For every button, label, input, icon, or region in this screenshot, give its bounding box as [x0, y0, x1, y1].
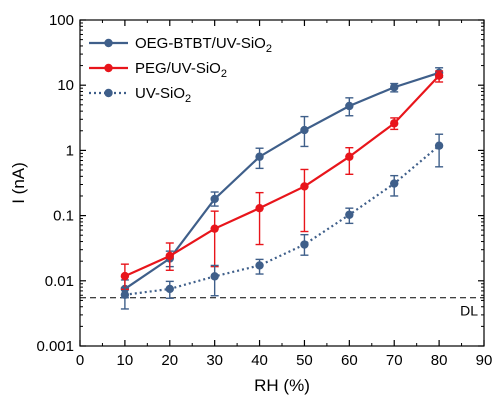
series-line — [124, 144, 440, 296]
series-line — [124, 71, 440, 290]
data-point — [210, 272, 219, 281]
legend-entry-subscript: 2 — [266, 43, 272, 55]
data-point — [300, 125, 309, 135]
x-axis-label: RH (%) — [254, 376, 310, 395]
y-tick-label: 100 — [49, 12, 74, 29]
legend-marker — [104, 38, 113, 48]
data-point — [255, 203, 264, 213]
data-point — [210, 224, 219, 233]
x-tick-label: 70 — [386, 352, 403, 369]
legend-entry-subscript: 2 — [185, 93, 191, 105]
data-point — [120, 290, 130, 299]
y-tick-label: 0.01 — [45, 273, 74, 290]
x-tick-label: 80 — [431, 352, 448, 369]
legend-entry-main: UV-SiO — [135, 85, 185, 102]
data-point — [434, 141, 444, 150]
series-3 — [120, 133, 444, 310]
data-point — [390, 119, 399, 128]
data-point — [390, 83, 399, 92]
data-point — [345, 210, 354, 219]
x-tick-label: 50 — [296, 352, 313, 369]
data-point — [255, 261, 264, 270]
legend-entry-main: PEG/UV-SiO — [135, 60, 221, 77]
y-tick-label: 1 — [66, 142, 74, 159]
series-layer — [120, 67, 444, 310]
y-tick-label: 0.001 — [36, 338, 74, 355]
data-point — [345, 152, 354, 161]
data-point — [300, 182, 309, 191]
data-point — [434, 71, 444, 80]
y-tick-label: 10 — [57, 77, 74, 94]
series-1 — [120, 67, 444, 299]
x-tick-label: 40 — [251, 352, 268, 369]
legend-entry: UV-SiO2 — [135, 85, 191, 105]
x-tick-label: 10 — [117, 352, 134, 369]
data-point — [390, 179, 399, 188]
legend-marker — [104, 88, 113, 98]
x-tick-label: 0 — [76, 352, 84, 369]
legend-marker — [104, 63, 113, 73]
detection-limit-label: DL — [460, 303, 478, 319]
y-tick-label: 0.1 — [53, 208, 74, 225]
series-line — [124, 74, 440, 278]
x-tick-label: 90 — [476, 352, 493, 369]
x-tick-label: 30 — [206, 352, 223, 369]
axis-ticks: 0 10 20 30 40 50 60 70 80 90 0.001 0.01 0.1 1 10 100 — [36, 12, 492, 369]
legend-entry: PEG/UV-SiO2 — [135, 60, 227, 80]
data-point — [345, 101, 354, 111]
data-point — [165, 251, 174, 261]
y-axis-label: I (nA) — [9, 162, 28, 204]
legend-entry: OEG-BTBT/UV-SiO2 — [135, 35, 272, 55]
legend-entry-main: OEG-BTBT/UV-SiO — [135, 35, 266, 52]
data-point — [120, 271, 130, 281]
legend-entry-subscript: 2 — [221, 68, 227, 80]
x-tick-label: 60 — [341, 352, 358, 369]
plot-frame — [79, 19, 485, 347]
data-point — [165, 284, 174, 294]
data-point — [210, 194, 219, 204]
data-point — [255, 152, 264, 161]
x-tick-label: 20 — [161, 352, 178, 369]
series-2 — [120, 70, 444, 291]
data-point — [300, 240, 309, 249]
